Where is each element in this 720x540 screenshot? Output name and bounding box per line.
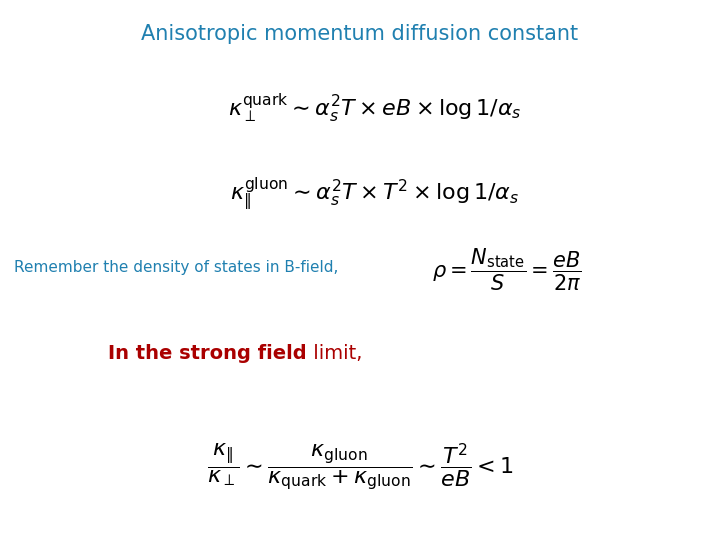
Text: Anisotropic momentum diffusion constant: Anisotropic momentum diffusion constant [141, 24, 579, 44]
Text: $\dfrac{\kappa_{\|}}{\kappa_{\perp}} \sim \dfrac{\kappa_{\mathrm{gluon}}}{\kappa: $\dfrac{\kappa_{\|}}{\kappa_{\perp}} \si… [207, 441, 513, 493]
Text: $\rho = \dfrac{N_{\mathrm{state}}}{S} = \dfrac{eB}{2\pi}$: $\rho = \dfrac{N_{\mathrm{state}}}{S} = … [432, 247, 582, 293]
Text: $\kappa_{\perp}^{\mathrm{quark}} \sim \alpha_s^2 T \times eB \times \log 1/\alph: $\kappa_{\perp}^{\mathrm{quark}} \sim \a… [228, 92, 521, 124]
Text: In the strong field: In the strong field [108, 344, 307, 363]
Text: $\kappa_{\|}^{\mathrm{gluon}} \sim \alpha_s^2 T \times T^2 \times \log 1/\alpha_: $\kappa_{\|}^{\mathrm{gluon}} \sim \alph… [230, 176, 519, 213]
Text: limit,: limit, [307, 344, 362, 363]
Text: Remember the density of states in B-field,: Remember the density of states in B-fiel… [14, 260, 348, 275]
